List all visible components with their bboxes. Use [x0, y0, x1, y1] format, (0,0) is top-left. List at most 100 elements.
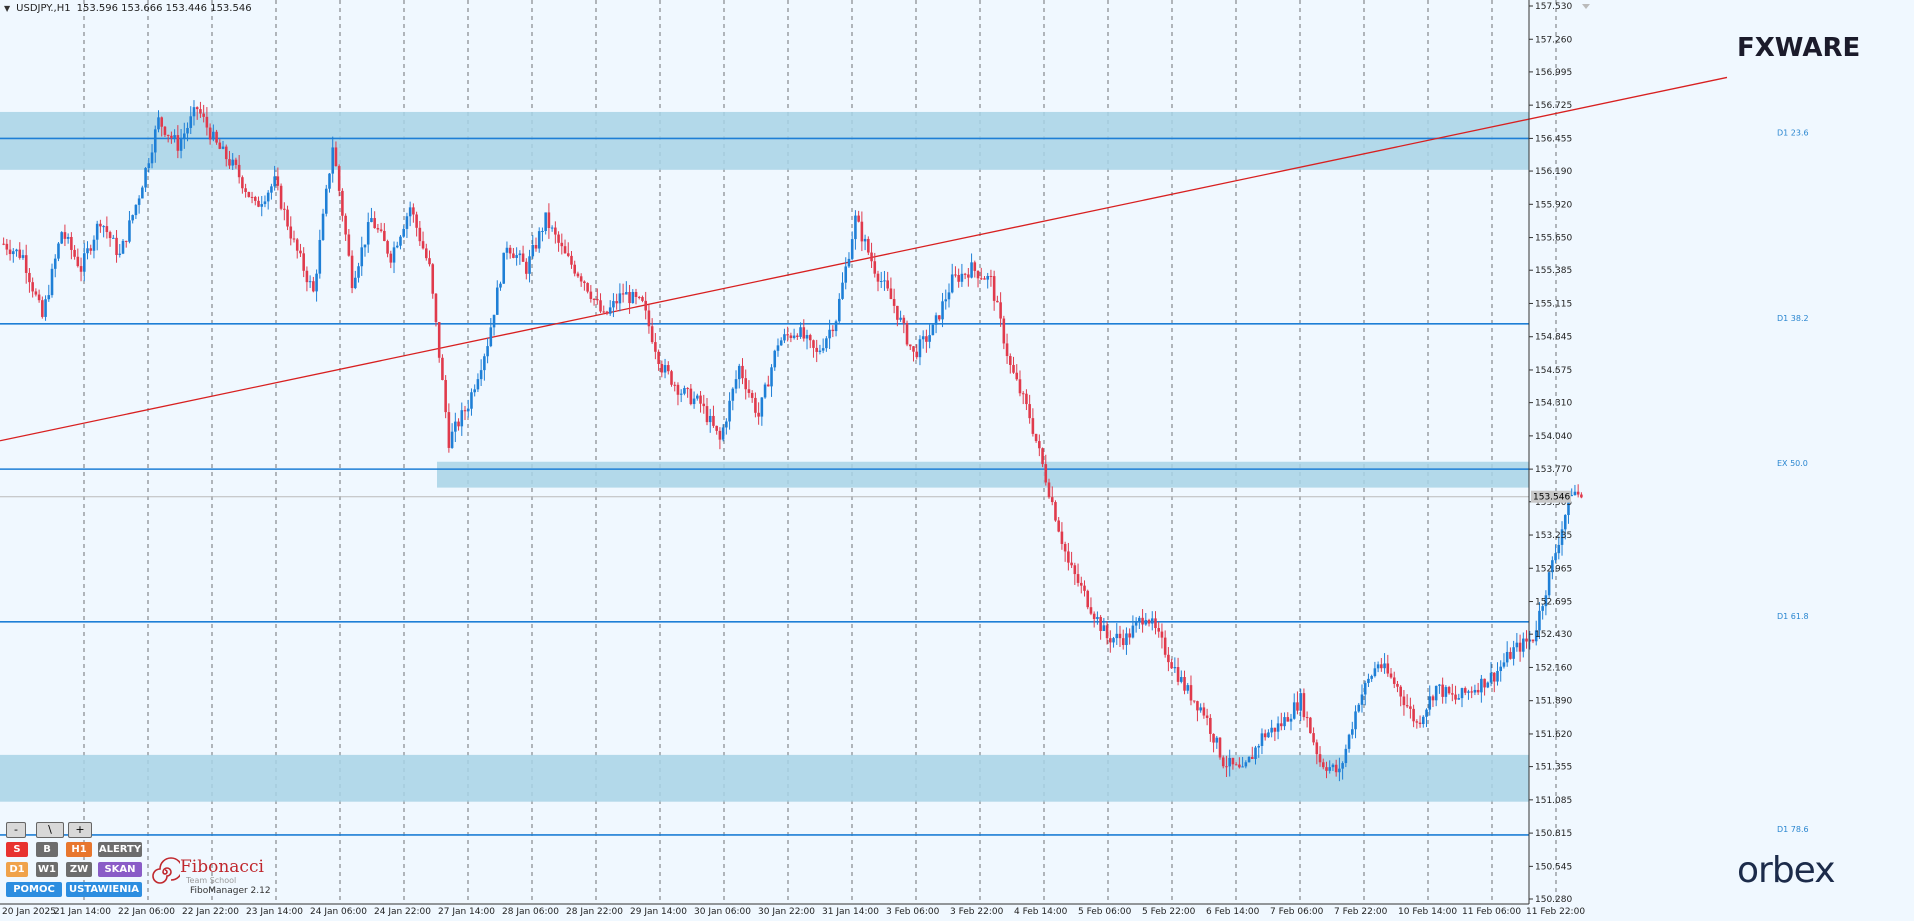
candle-body [812, 340, 815, 348]
candle-body [763, 384, 767, 398]
timeframe-h1-button[interactable]: H1 [66, 842, 92, 857]
candle-body [825, 338, 828, 349]
candle-body [525, 261, 528, 274]
price-label: 151.085 [1535, 796, 1572, 806]
candle-body [1060, 531, 1064, 544]
zones [0, 111, 1529, 802]
current-price-tag [1531, 490, 1571, 503]
candle-body [241, 177, 244, 189]
candle-body [1131, 625, 1135, 638]
candle-body [925, 336, 928, 342]
candle-body [870, 252, 873, 262]
candle-body [896, 305, 899, 320]
grid [83, 0, 1557, 904]
candle-body [315, 273, 318, 292]
price-label: 154.310 [1535, 399, 1572, 409]
time-label: 21 Jan 14:00 [54, 907, 111, 917]
time-label: 5 Feb 06:00 [1078, 907, 1132, 917]
candle-body [1025, 393, 1028, 405]
candle-body [641, 297, 644, 301]
candle-body [1528, 639, 1532, 642]
candle-body [124, 240, 128, 242]
candle-body [563, 246, 567, 254]
symbol-label: USDJPY.,H1 [16, 3, 71, 14]
candle-body [1357, 704, 1361, 712]
candle-body [186, 127, 189, 134]
scan-button[interactable]: SKAN [98, 862, 142, 877]
candle-body [424, 248, 428, 259]
candle-body [1247, 756, 1251, 763]
time-label: 30 Jan 22:00 [758, 907, 815, 917]
candle-body [1544, 595, 1548, 607]
price-label: 153.505 [1535, 498, 1572, 508]
price-label: 151.890 [1535, 697, 1572, 707]
candle-body [195, 107, 199, 110]
line-tool-button[interactable]: \ [36, 822, 64, 838]
candle-body [1551, 560, 1554, 573]
zoom-in-button[interactable]: + [68, 822, 92, 838]
candle-body [1351, 729, 1354, 735]
candle-body [1299, 693, 1302, 711]
candle-body [1325, 767, 1328, 771]
candle-body [247, 191, 251, 197]
buy-button[interactable]: B [36, 842, 58, 857]
candle-body [834, 321, 838, 332]
candle-body [350, 255, 354, 289]
help-button[interactable]: POMOC [6, 882, 62, 897]
price-label: 156.190 [1535, 167, 1572, 177]
candle-body [1186, 685, 1190, 691]
zoom-out-button[interactable]: - [6, 822, 26, 838]
candle-body [1515, 642, 1519, 648]
collapse-triangle-icon[interactable]: ▼ [4, 4, 11, 13]
candle-body [479, 370, 483, 380]
candle-body [1286, 717, 1290, 722]
candle-body [715, 425, 718, 431]
candle-body [944, 299, 948, 302]
candle-body [950, 274, 954, 293]
candle-body [118, 253, 122, 255]
candle-body [1021, 393, 1025, 395]
candle-body [1192, 700, 1196, 702]
candle-body [1525, 638, 1528, 642]
time-label: 28 Jan 22:00 [566, 907, 623, 917]
candle-body [434, 293, 438, 323]
candle-body [1276, 723, 1280, 732]
candle-body [1428, 696, 1432, 710]
candle-body [1183, 677, 1186, 691]
candle-body [960, 273, 964, 282]
time-label: 7 Feb 06:00 [1270, 907, 1324, 917]
candle-body [618, 293, 622, 304]
candle-body [1354, 711, 1357, 730]
candle-body [460, 410, 464, 427]
price-label: 154.575 [1535, 366, 1572, 376]
candle-body [615, 301, 618, 304]
candle-body [131, 215, 134, 221]
price-label: 157.260 [1535, 35, 1572, 45]
timeframe-d1-button[interactable]: D1 [6, 862, 28, 877]
candle-body [334, 147, 338, 167]
candle-body [1383, 663, 1386, 669]
zw-button[interactable]: ZW [66, 862, 92, 877]
candle-body [1118, 633, 1122, 639]
candle-body [876, 273, 880, 282]
candle-body [441, 357, 444, 380]
sell-button[interactable]: S [6, 842, 28, 857]
candle-body [505, 247, 509, 253]
candle-body [1460, 688, 1464, 699]
candle-body [1302, 693, 1306, 718]
settings-button[interactable]: USTAWIENIA [66, 882, 142, 897]
alerts-button[interactable]: ALERTY [98, 842, 142, 857]
timeframe-w1-button[interactable]: W1 [36, 862, 58, 877]
candle-body [1473, 689, 1477, 693]
candle-body [189, 116, 193, 128]
candle-body [731, 388, 735, 401]
candle-body [637, 296, 641, 298]
fib-level-label: D1 61.8 [1777, 612, 1809, 621]
candle-body [805, 335, 809, 339]
candle-body [299, 250, 302, 254]
candle-body [808, 335, 812, 341]
candle-body [1280, 723, 1283, 727]
candle-body [773, 350, 777, 368]
